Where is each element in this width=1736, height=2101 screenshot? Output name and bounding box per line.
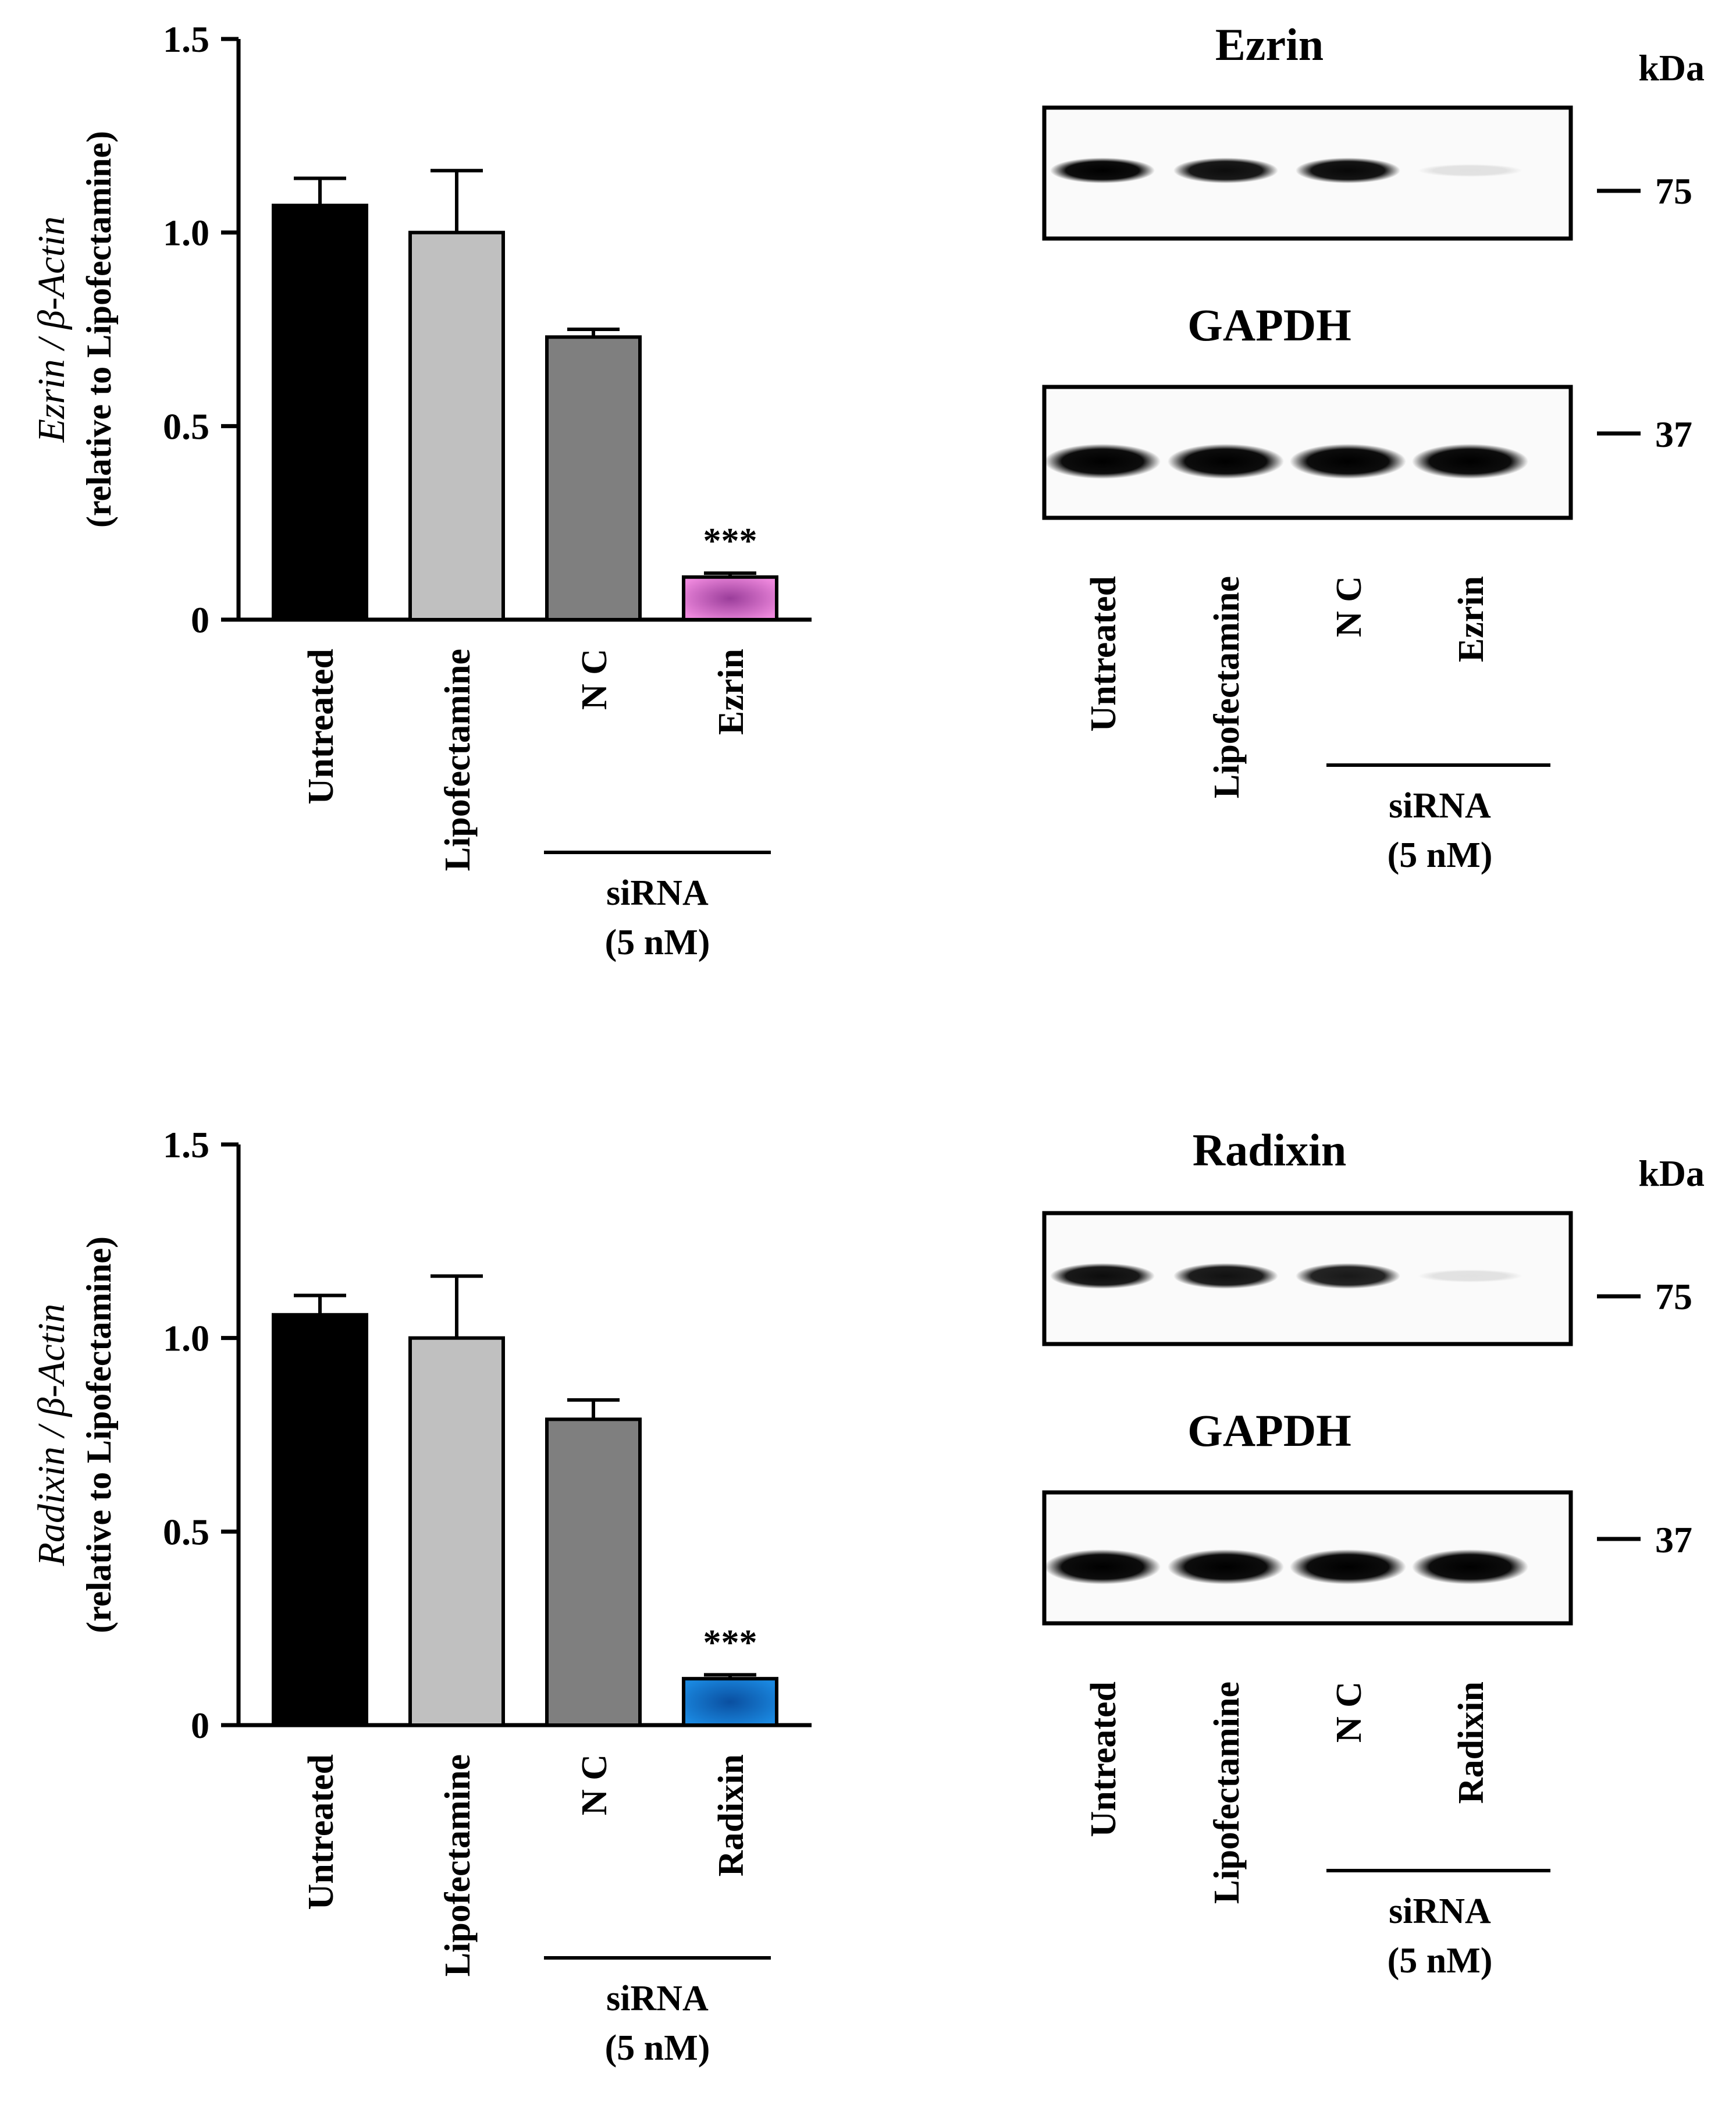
blot-band xyxy=(1173,1263,1278,1289)
category-label: N C xyxy=(575,1754,614,1815)
blot-band xyxy=(1168,444,1284,479)
blot-band xyxy=(1296,158,1400,183)
blot-band xyxy=(1044,444,1161,479)
bar-lipofectamine xyxy=(408,1336,505,1727)
bar-untreated xyxy=(272,204,368,621)
lane-label: Lipofectamine xyxy=(1207,576,1247,798)
marker-37-label: 37 xyxy=(1655,414,1692,455)
blot-band xyxy=(1290,444,1406,479)
bar-chart-radixin: 0 0.5 1.0 1.5 Radixin / β-Actin (relative to … xyxy=(30,1124,812,2068)
y-axis-label: Ezrin / β-Actin (relative to Lipofectamin… xyxy=(30,131,118,528)
y-tick-label: 1.5 xyxy=(163,1124,209,1165)
blot-band xyxy=(1050,1263,1155,1289)
bar-untreated xyxy=(272,1313,368,1727)
bar-lipofectamine xyxy=(408,230,505,621)
bar-n-c xyxy=(545,335,642,621)
blot-band xyxy=(1044,1549,1161,1584)
category-label: Radixin xyxy=(712,1754,751,1876)
y-tick-label: 0.5 xyxy=(163,406,209,447)
group-label: siRNA xyxy=(1389,1892,1491,1931)
significance-label: *** xyxy=(703,1623,757,1663)
blot-band xyxy=(1412,1549,1528,1584)
y-tick-label: 0 xyxy=(191,1705,209,1746)
category-label: N C xyxy=(575,649,614,710)
significance-label: *** xyxy=(703,521,757,561)
blot-title-target: Ezrin xyxy=(1215,19,1324,70)
bar-ezrin xyxy=(682,575,778,622)
group-label: siRNA xyxy=(606,873,709,913)
category-label: Lipofectamine xyxy=(438,1754,478,1976)
bar-n-c xyxy=(545,1417,642,1727)
lane-label: Ezrin xyxy=(1452,576,1491,662)
lane-label: Untreated xyxy=(1084,1681,1123,1837)
blot-band xyxy=(1173,158,1278,183)
blot-band xyxy=(1168,1549,1284,1584)
blot-band xyxy=(1296,1263,1400,1289)
group-label-concentration: (5 nM) xyxy=(1388,1941,1493,1981)
bar-chart-ezrin: 0 0.5 1.0 1.5 Ezrin / β-Actin (relative to Li… xyxy=(30,19,812,962)
group-label-concentration: (5 nM) xyxy=(1388,836,1493,875)
y-tick-label: 1.0 xyxy=(163,212,209,254)
marker-37-label: 37 xyxy=(1655,1519,1692,1560)
group-label-concentration: (5 nM) xyxy=(605,923,710,962)
western-blot-ezrin: Ezrin kDa 75 GAPDH 37 Untreated Lipofectamine N… xyxy=(1042,19,1705,875)
y-tick-label: 1.5 xyxy=(163,19,209,60)
lane-label: Radixin xyxy=(1452,1681,1491,1804)
group-label: siRNA xyxy=(606,1979,709,2018)
blot-title-loading: GAPDH xyxy=(1187,300,1351,350)
group-label: siRNA xyxy=(1389,786,1491,826)
y-tick-label: 1.0 xyxy=(163,1318,209,1359)
lane-label: N C xyxy=(1329,1681,1369,1743)
marker-75-label: 75 xyxy=(1655,170,1692,212)
blot-band xyxy=(1290,1549,1406,1584)
category-label: Lipofectamine xyxy=(438,649,478,871)
kda-label: kDa xyxy=(1638,1153,1705,1194)
y-axis-label: Radixin / β-Actin (relative to Lipofectam… xyxy=(30,1236,118,1633)
blot-title-loading: GAPDH xyxy=(1187,1405,1351,1456)
blot-band xyxy=(1412,444,1528,479)
lane-label: Lipofectamine xyxy=(1207,1681,1247,1904)
lane-label: Untreated xyxy=(1084,576,1123,731)
lane-label: N C xyxy=(1329,576,1369,637)
category-label: Untreated xyxy=(301,649,341,804)
y-tick-label: 0.5 xyxy=(163,1511,209,1552)
category-label: Ezrin xyxy=(712,649,751,735)
blot-band xyxy=(1418,1270,1522,1282)
marker-75-label: 75 xyxy=(1655,1276,1692,1317)
blot-title-target: Radixin xyxy=(1193,1125,1346,1175)
blot-band xyxy=(1418,164,1522,177)
kda-label: kDa xyxy=(1638,47,1705,88)
blot-band xyxy=(1050,158,1155,183)
group-label-concentration: (5 nM) xyxy=(605,2028,710,2068)
y-tick-label: 0 xyxy=(191,599,209,641)
western-blot-radixin: Radixin kDa 75 GAPDH 37 Untreated Lipofectamin… xyxy=(1042,1125,1705,1981)
category-label: Untreated xyxy=(301,1754,341,1910)
bar-radixin xyxy=(682,1677,778,1727)
